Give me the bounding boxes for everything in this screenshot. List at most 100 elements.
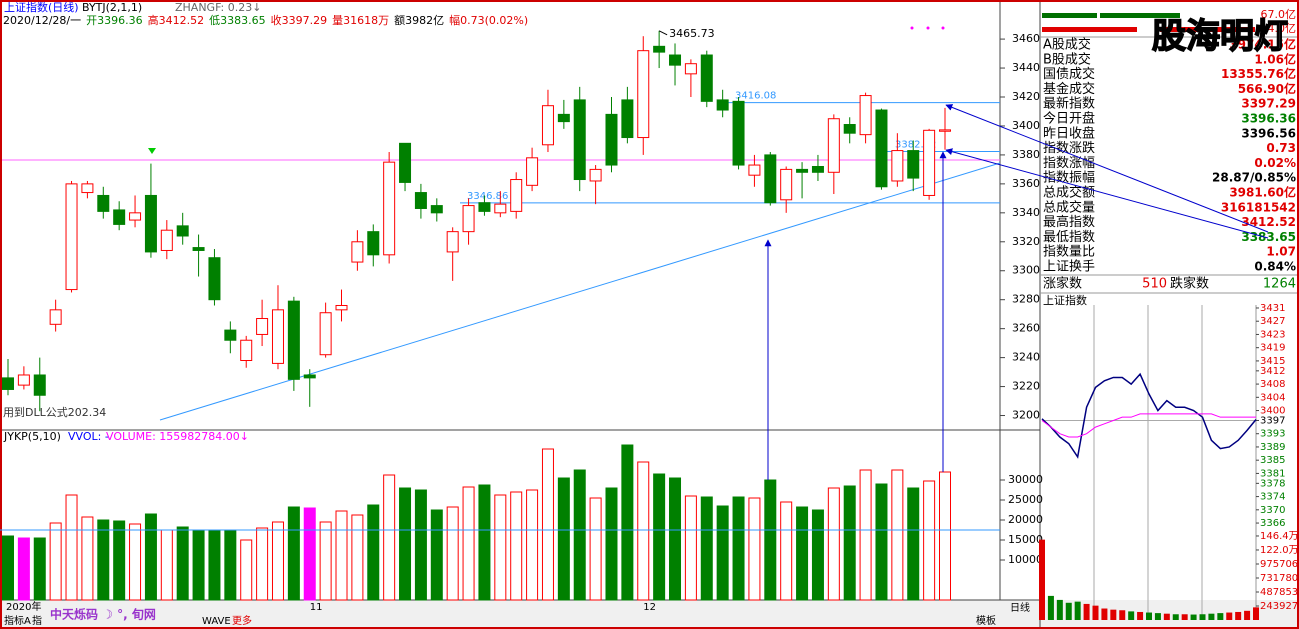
- footer-bar: [0, 600, 1299, 629]
- volume-bar: [764, 479, 777, 601]
- rise-label: 涨家数: [1043, 276, 1082, 292]
- y-tick-label: 3389: [1260, 442, 1285, 453]
- candle-body: [383, 161, 396, 256]
- volume-bar: [939, 471, 951, 601]
- candle-body: [605, 113, 618, 166]
- stat-label: 总成交量: [1043, 199, 1095, 215]
- y-tick-label: 3420: [1012, 90, 1040, 103]
- stat-value: 3396.36: [1241, 112, 1296, 126]
- fall-value: 1264: [1263, 277, 1296, 292]
- candle-body: [367, 231, 380, 256]
- info-part: 量31618万: [332, 14, 389, 27]
- mini-volume-bar: [1253, 607, 1259, 620]
- tab[interactable]: 指: [32, 614, 42, 627]
- y-tick-label: 3370: [1260, 505, 1285, 516]
- volume-bar: [700, 496, 713, 601]
- y-tick-label: 30000: [1008, 473, 1043, 486]
- signal-arrow: [148, 148, 156, 154]
- candle-body: [939, 129, 951, 132]
- tab[interactable]: 日线: [1010, 601, 1030, 614]
- y-tick-label: 3374: [1260, 492, 1285, 503]
- volume-bar: [859, 469, 872, 601]
- candle-body: [208, 257, 221, 301]
- candle-body: [335, 304, 348, 311]
- volume-bar: [383, 474, 396, 601]
- candle-body: [589, 168, 602, 182]
- candle-body: [446, 231, 459, 253]
- y-tick-label: 3460: [1012, 32, 1040, 45]
- y-tick-label: 3300: [1012, 264, 1040, 277]
- mini-volume-bar: [1172, 614, 1179, 620]
- volume-bar: [49, 522, 62, 601]
- candle-body: [240, 339, 253, 362]
- y-tick-label: 487853: [1260, 587, 1298, 598]
- candle-body: [430, 205, 443, 214]
- volume-bar: [2, 535, 14, 601]
- candle-body: [2, 377, 14, 390]
- volume-bar: [843, 485, 856, 601]
- mini-volume-bar: [1235, 611, 1242, 620]
- charts: 2020/12/28/一 开3396.36 高3412.52 低3383.65 收339…: [0, 13, 1299, 627]
- candle-body: [478, 202, 491, 212]
- price-line: [1041, 372, 1257, 459]
- max-pointer: [658, 30, 668, 36]
- stat-value: 1.06亿: [1254, 51, 1296, 66]
- tab[interactable]: 更多: [232, 614, 252, 627]
- stat-label: B股成交: [1043, 51, 1091, 67]
- tab[interactable]: 模板: [976, 614, 996, 627]
- volume-bar: [573, 469, 586, 601]
- volume-bar: [144, 513, 157, 601]
- volume-bar: [414, 489, 427, 601]
- volume-bar: [33, 537, 46, 601]
- tab[interactable]: 指标A: [4, 614, 31, 627]
- candle-body: [399, 142, 412, 183]
- volume-bar: [113, 520, 126, 601]
- candle-body: [732, 100, 745, 166]
- mini-volume-bar: [1101, 608, 1108, 620]
- y-tick-label: 3427: [1260, 316, 1285, 327]
- volume-title: JYKP(5,10): [3, 430, 61, 443]
- y-tick-label: 3380: [1012, 148, 1040, 161]
- y-tick-label: 3408: [1260, 379, 1285, 390]
- volume-bar: [732, 496, 745, 601]
- candle-body: [65, 183, 78, 291]
- volume-bar: [17, 537, 30, 601]
- mini-volume-bar: [1226, 612, 1233, 620]
- volume-bar: [192, 529, 205, 601]
- x-tick-label: 12: [643, 602, 656, 613]
- overlay-text: 中天烁码 ☽ °, 旬网: [50, 607, 156, 622]
- flow-bar: [1160, 27, 1255, 32]
- volume-bar: [160, 529, 173, 601]
- candle-body: [462, 205, 475, 233]
- volume-bar: [240, 539, 253, 601]
- tab[interactable]: WAVE: [202, 616, 231, 627]
- arrow: [945, 104, 1269, 233]
- volume-bar: [541, 448, 554, 601]
- x-tick-label: 11: [310, 602, 323, 613]
- candle-body: [923, 129, 936, 196]
- stat-value: 3974.15亿: [1229, 37, 1296, 52]
- candle-body: [875, 109, 888, 188]
- volume-bar: [653, 473, 666, 601]
- candle-body: [764, 154, 777, 204]
- candle-body: [81, 183, 94, 194]
- candle-body: [49, 309, 62, 325]
- volume-bar: [510, 491, 523, 601]
- candle-body: [621, 99, 634, 139]
- volume-bar: [399, 487, 412, 601]
- candle-body: [351, 241, 364, 263]
- y-tick-label: 25000: [1008, 493, 1043, 506]
- volume-bar: [605, 487, 618, 601]
- mini-volume-bar: [1128, 611, 1135, 620]
- y-tick-label: 3378: [1260, 478, 1285, 489]
- volume-bar: [494, 494, 507, 601]
- mini-volume-bar: [1119, 610, 1126, 620]
- mini-volume-bar: [1208, 613, 1215, 620]
- candle-body: [653, 45, 666, 53]
- candle-body: [113, 209, 126, 225]
- y-tick-label: 3393: [1260, 429, 1285, 440]
- volume-bar: [446, 506, 459, 601]
- level-label: 3416.08: [735, 91, 776, 102]
- stat-value: 3397.29: [1241, 97, 1296, 111]
